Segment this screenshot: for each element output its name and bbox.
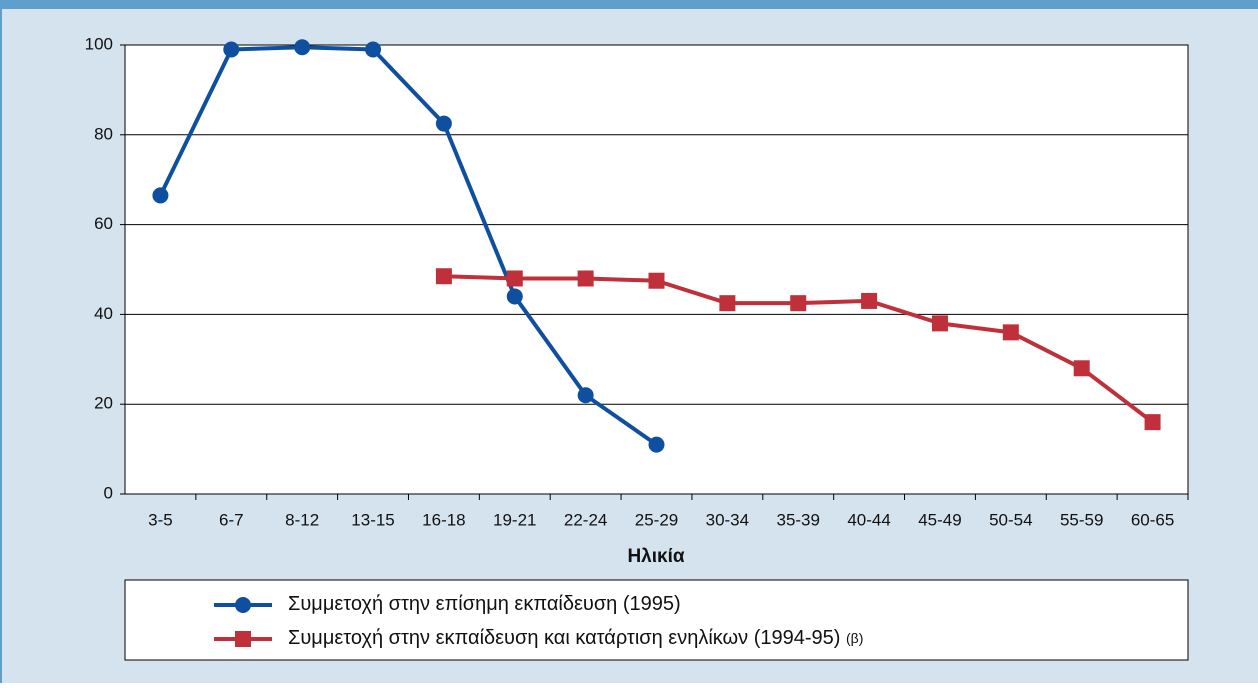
marker <box>1144 414 1161 431</box>
legend <box>124 579 1189 661</box>
x-tick-label: 60-65 <box>1131 510 1174 529</box>
y-tick-label: 60 <box>94 214 113 233</box>
marker <box>506 288 523 305</box>
marker <box>235 631 251 647</box>
marker <box>435 268 452 285</box>
x-tick-label: 19-21 <box>493 510 536 529</box>
marker <box>648 436 665 453</box>
y-tick-label: 20 <box>94 394 113 413</box>
x-axis-label: Ηλικία <box>627 546 684 567</box>
marker <box>223 41 240 58</box>
marker <box>719 295 736 312</box>
top-band <box>0 0 1258 9</box>
marker <box>235 597 251 613</box>
marker <box>294 39 311 56</box>
x-tick-label: 45-49 <box>918 510 961 529</box>
x-tick-label: 40-44 <box>847 510 890 529</box>
marker <box>152 187 169 204</box>
marker <box>577 270 594 287</box>
x-tick-label: 6-7 <box>219 510 244 529</box>
y-tick-label: 40 <box>94 304 113 323</box>
marker <box>861 292 878 309</box>
marker <box>435 115 452 132</box>
x-tick-label: 16-18 <box>422 510 465 529</box>
legend-label: Συμμετοχή στην επίσημη εκπαίδευση (1995) <box>288 593 681 615</box>
x-tick-label: 3-5 <box>148 510 173 529</box>
marker <box>648 272 665 289</box>
legend-label: Συμμετοχή στην εκπαίδευση και κατάρτιση … <box>288 627 863 649</box>
x-tick-label: 25-29 <box>635 510 678 529</box>
x-tick-label: 30-34 <box>706 510 749 529</box>
legend-name: Συμμετοχή στην εκπαίδευση και κατάρτιση … <box>288 627 840 649</box>
marker <box>1002 324 1019 341</box>
series-line <box>158 45 658 447</box>
x-tick-label: 13-15 <box>351 510 394 529</box>
marker <box>790 295 807 312</box>
y-tick-label: 80 <box>94 124 113 143</box>
marker <box>365 41 382 58</box>
marker <box>577 387 594 404</box>
x-tick-label: 8-12 <box>285 510 319 529</box>
plot-area <box>124 44 1189 495</box>
x-tick-label: 55-59 <box>1060 510 1103 529</box>
marker <box>1073 360 1090 377</box>
y-tick-label: 100 <box>85 34 113 53</box>
y-tick-label: 0 <box>104 483 113 502</box>
left-edge <box>0 0 2 683</box>
marker <box>506 270 523 287</box>
x-tick-label: 50-54 <box>989 510 1032 529</box>
x-tick-label: 35-39 <box>776 510 819 529</box>
marker <box>931 315 948 332</box>
legend-note: (β) <box>846 630 863 646</box>
legend-name: Συμμετοχή στην επίσημη εκπαίδευση (1995) <box>288 593 681 615</box>
x-tick-label: 22-24 <box>564 510 607 529</box>
